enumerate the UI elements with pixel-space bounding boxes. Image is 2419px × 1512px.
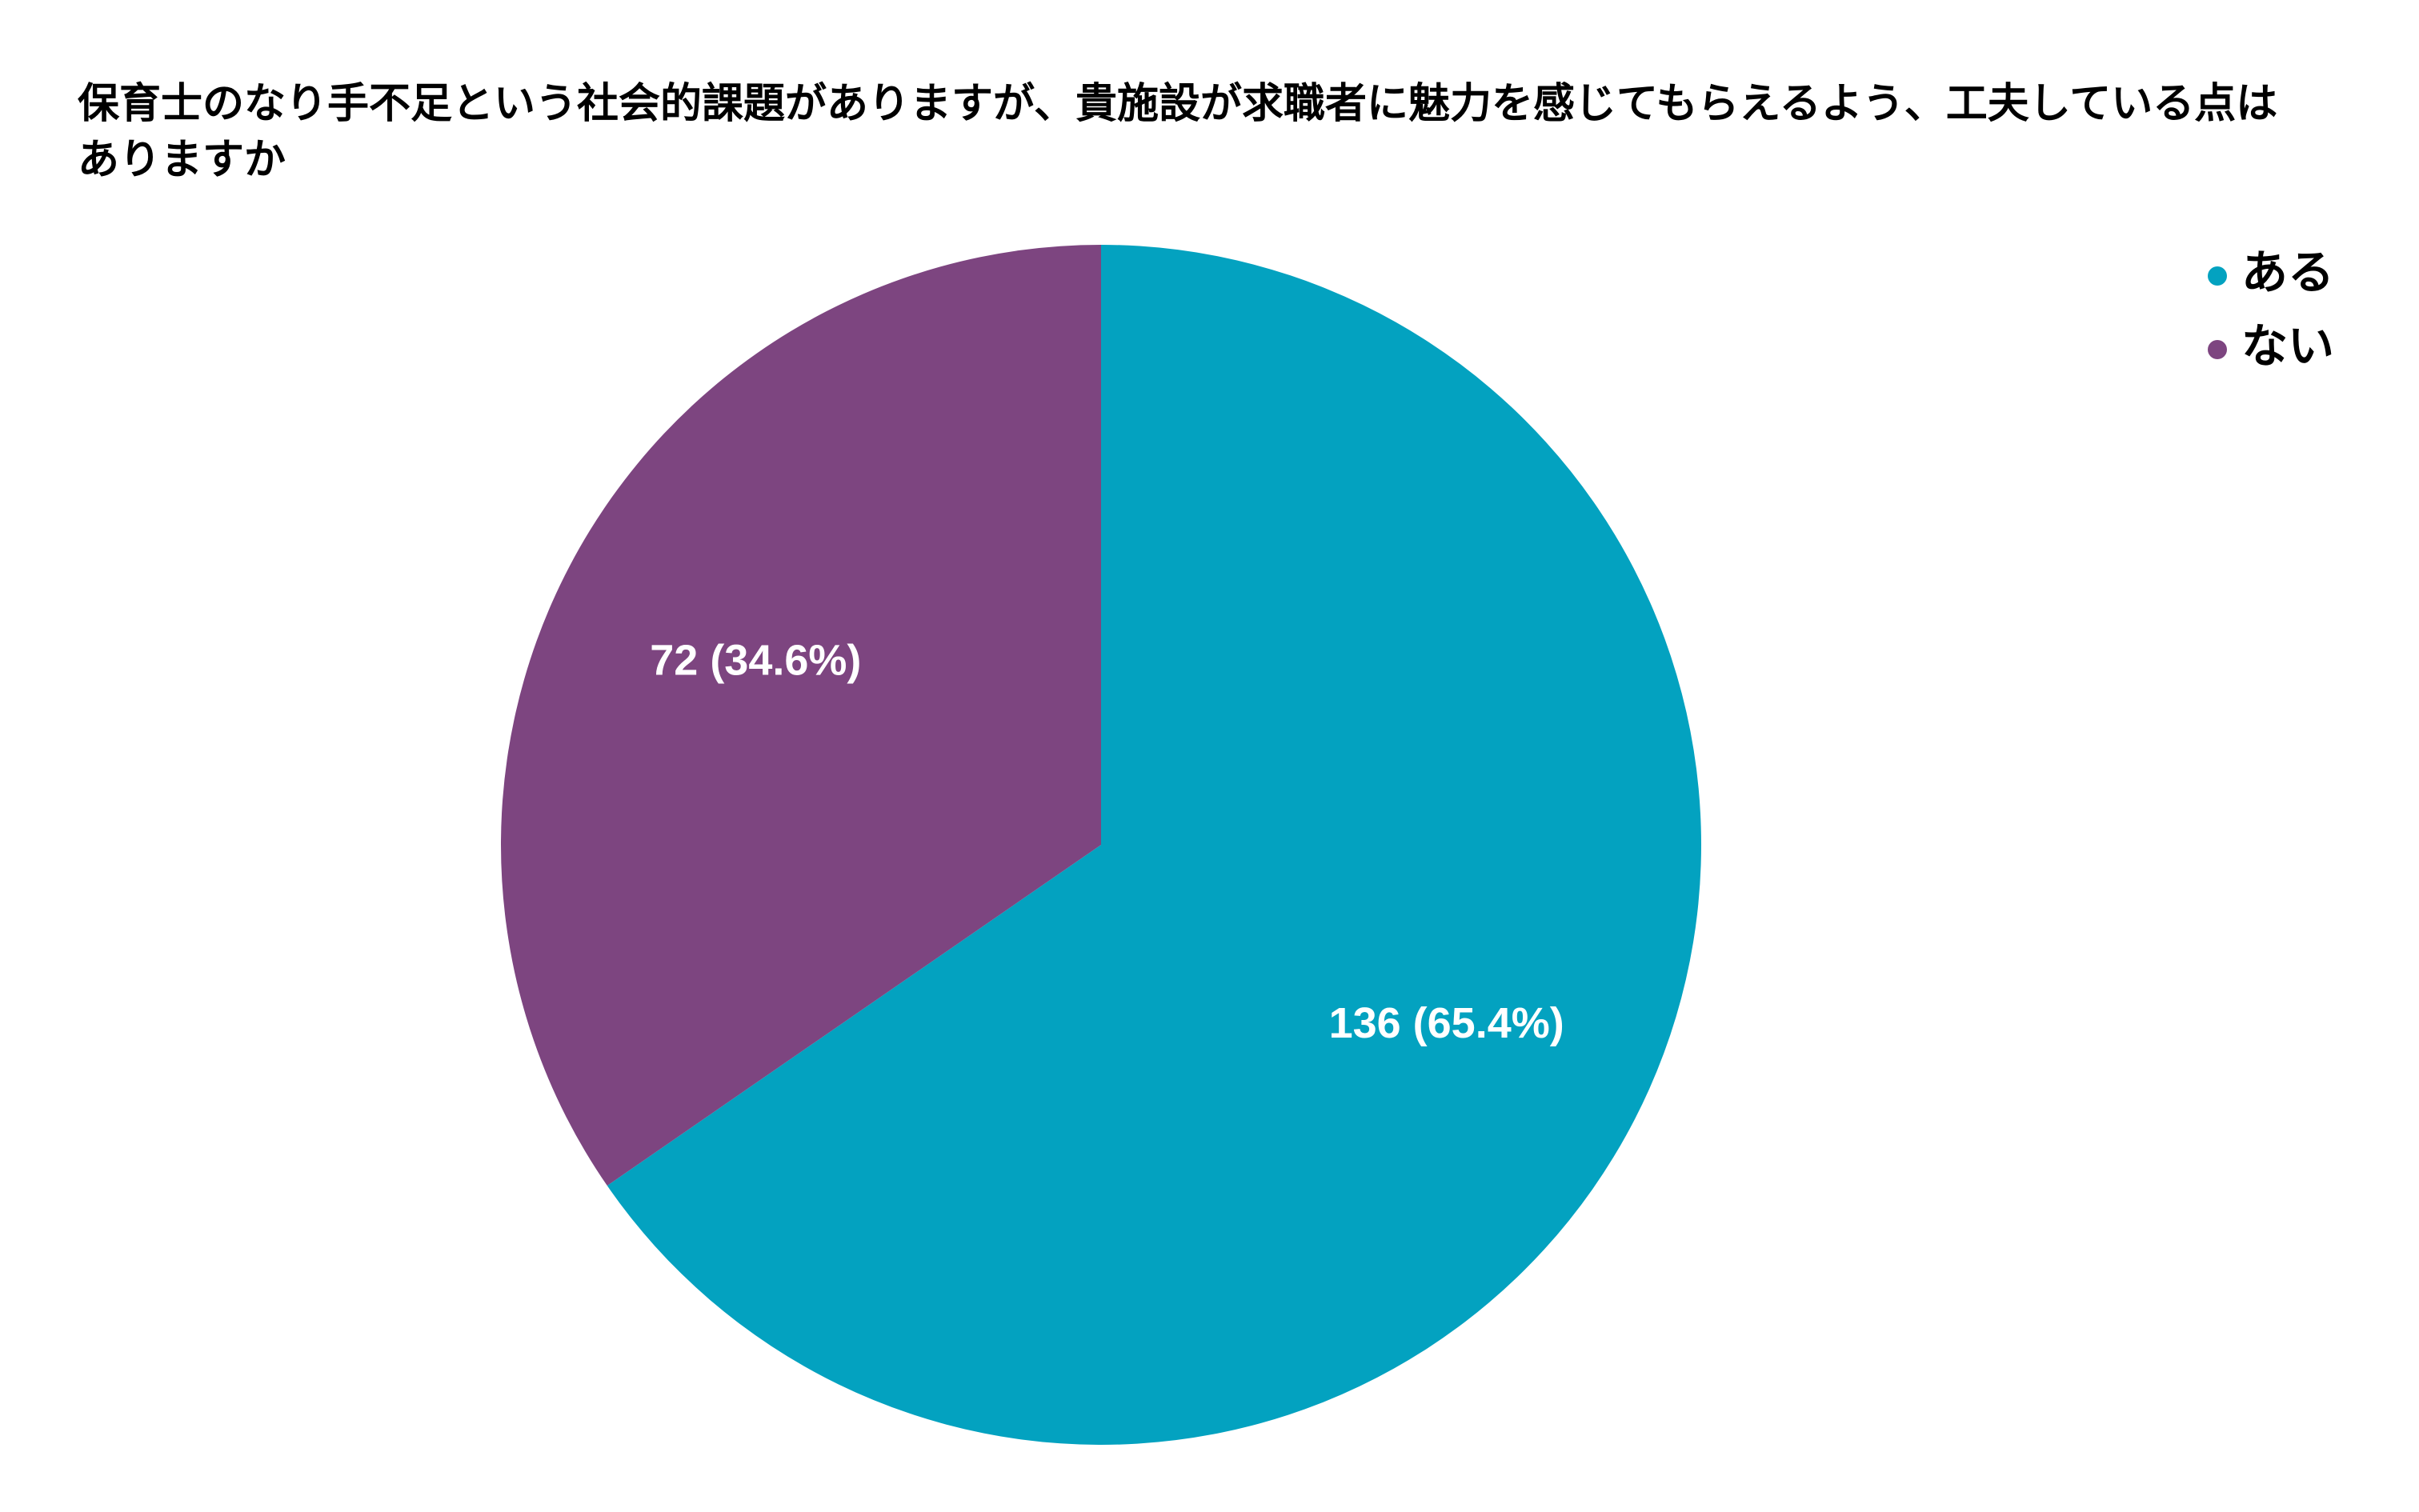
data-label: 72 (34.6%): [650, 637, 861, 685]
legend-marker: [2208, 340, 2227, 359]
data-label: 136 (65.4%): [1329, 999, 1564, 1047]
legend-marker: [2208, 266, 2227, 286]
legend-label: ない: [2241, 320, 2334, 372]
pie-slice: [500, 245, 1101, 1186]
legend-label: ある: [2241, 246, 2334, 298]
pie-slice: [607, 245, 1701, 1445]
chart-title: 保育士のなり手不足という社会的課題がありますが、貴施設が求職者に魅力を感じてもら…: [78, 81, 2278, 183]
